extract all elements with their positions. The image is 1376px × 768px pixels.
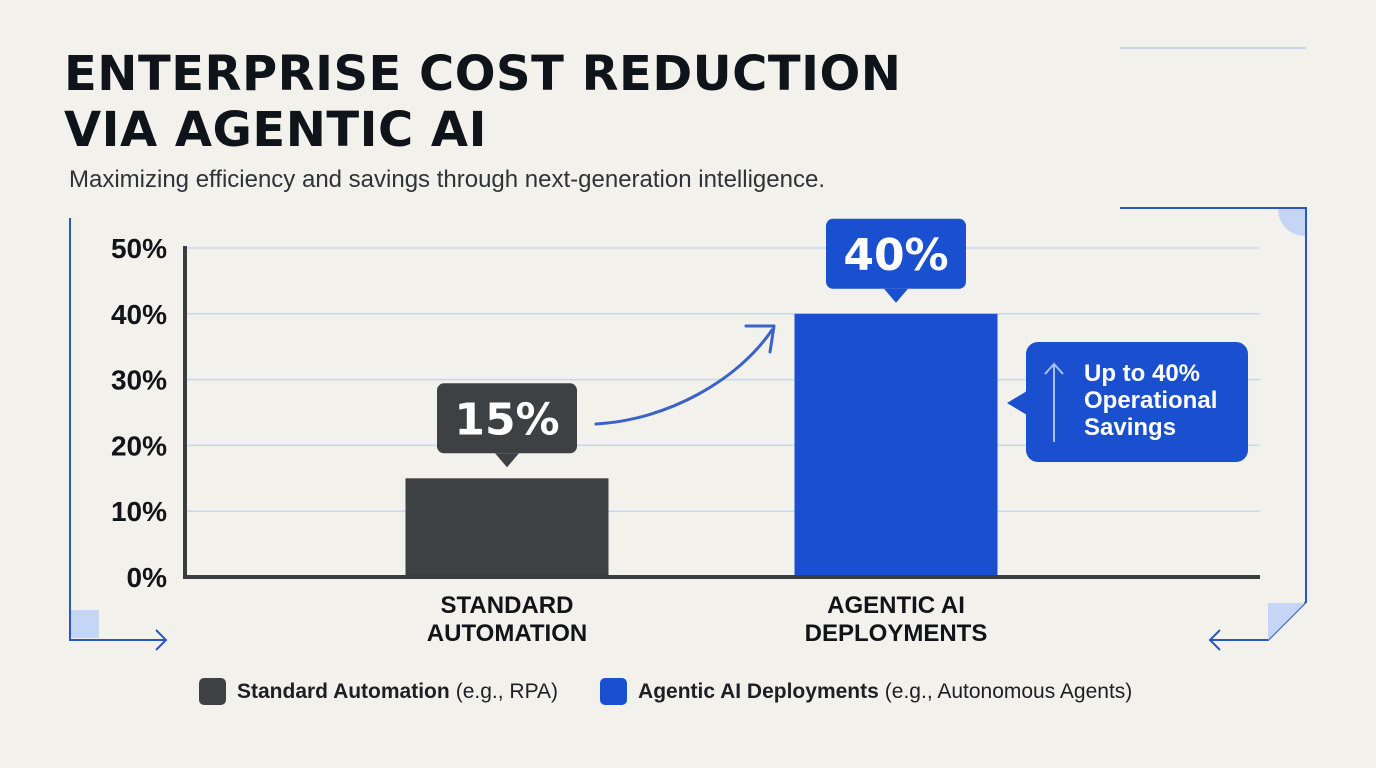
chart-subtitle: Maximizing efficiency and savings throug… xyxy=(69,166,825,193)
callout-text: Up to 40% Operational Savings xyxy=(1084,360,1244,441)
x-category-label-1-line-1: AGENTIC AI xyxy=(827,592,965,619)
title-line-2: VIA AGENTIC AI xyxy=(64,102,487,158)
trend-arrow xyxy=(594,324,776,426)
data-label-badge-0 xyxy=(437,383,577,454)
callout-line-2: Operational xyxy=(1084,387,1218,414)
x-category-label-0-line-2: AUTOMATION xyxy=(427,620,587,647)
frame-decorations xyxy=(69,47,1307,651)
decor-left-bracket xyxy=(69,218,166,641)
legend-label-agentic: Agentic AI Deployments xyxy=(638,679,879,703)
legend-item-standard: Standard Automation (e.g., RPA) xyxy=(199,678,558,705)
bars xyxy=(405,313,998,577)
y-tick-labels: 0% 10% 20% 30% 40% 50% xyxy=(111,233,167,593)
decor-right-bracket xyxy=(1120,207,1307,641)
chart-title: ENTERPRISE COST REDUCTION VIA AGENTIC AI xyxy=(64,46,901,158)
legend-label-standard: Standard Automation xyxy=(237,679,450,703)
y-tick-label-50: 50% xyxy=(111,233,167,264)
x-category-label-1-line-2: DEPLOYMENTS xyxy=(805,620,988,647)
trend-arrow-curve xyxy=(594,328,774,426)
data-label-badge-1 xyxy=(826,218,966,289)
up-arrow-icon xyxy=(1044,362,1064,442)
legend-item-agentic: Agentic AI Deployments (e.g., Autonomous… xyxy=(600,678,1132,705)
legend-swatch-agentic xyxy=(600,678,628,705)
bar-standard-automation xyxy=(405,478,609,577)
y-tick-label-0: 0% xyxy=(127,562,168,593)
callout-line-3: Savings xyxy=(1084,414,1177,441)
y-tick-label-20: 20% xyxy=(111,430,167,461)
data-label-0: 15% xyxy=(454,394,559,445)
decor-right-arrowhead xyxy=(1208,629,1221,651)
title-line-1: ENTERPRISE COST REDUCTION xyxy=(64,46,902,102)
savings-callout: Up to 40% Operational Savings xyxy=(1007,342,1248,462)
decor-left-square xyxy=(71,610,99,638)
axes xyxy=(183,246,1260,579)
decor-top-right-accent xyxy=(1278,209,1305,236)
y-tick-label-10: 10% xyxy=(111,496,167,527)
legend: Standard Automation (e.g., RPA) Agentic … xyxy=(199,678,1174,705)
x-category-label-0-line-1: STANDARD xyxy=(441,592,574,619)
legend-swatch-standard xyxy=(199,678,226,705)
trend-arrow-head xyxy=(744,324,776,354)
y-tick-label-30: 30% xyxy=(111,365,167,396)
decor-left-arrowhead xyxy=(155,629,168,651)
data-label-pointer-0 xyxy=(495,453,519,468)
y-tick-label-40: 40% xyxy=(111,299,167,330)
legend-detail-agentic: (e.g., Autonomous Agents) xyxy=(884,679,1133,703)
bar-agentic-ai xyxy=(794,313,998,577)
callout-line-1: Up to 40% xyxy=(1084,360,1201,387)
data-label-1: 40% xyxy=(843,230,948,281)
data-labels: 15% 40% xyxy=(437,218,966,468)
legend-detail-standard: (e.g., RPA) xyxy=(455,679,559,703)
data-label-pointer-1 xyxy=(884,288,908,303)
decor-bottom-right-accent xyxy=(1268,603,1305,640)
